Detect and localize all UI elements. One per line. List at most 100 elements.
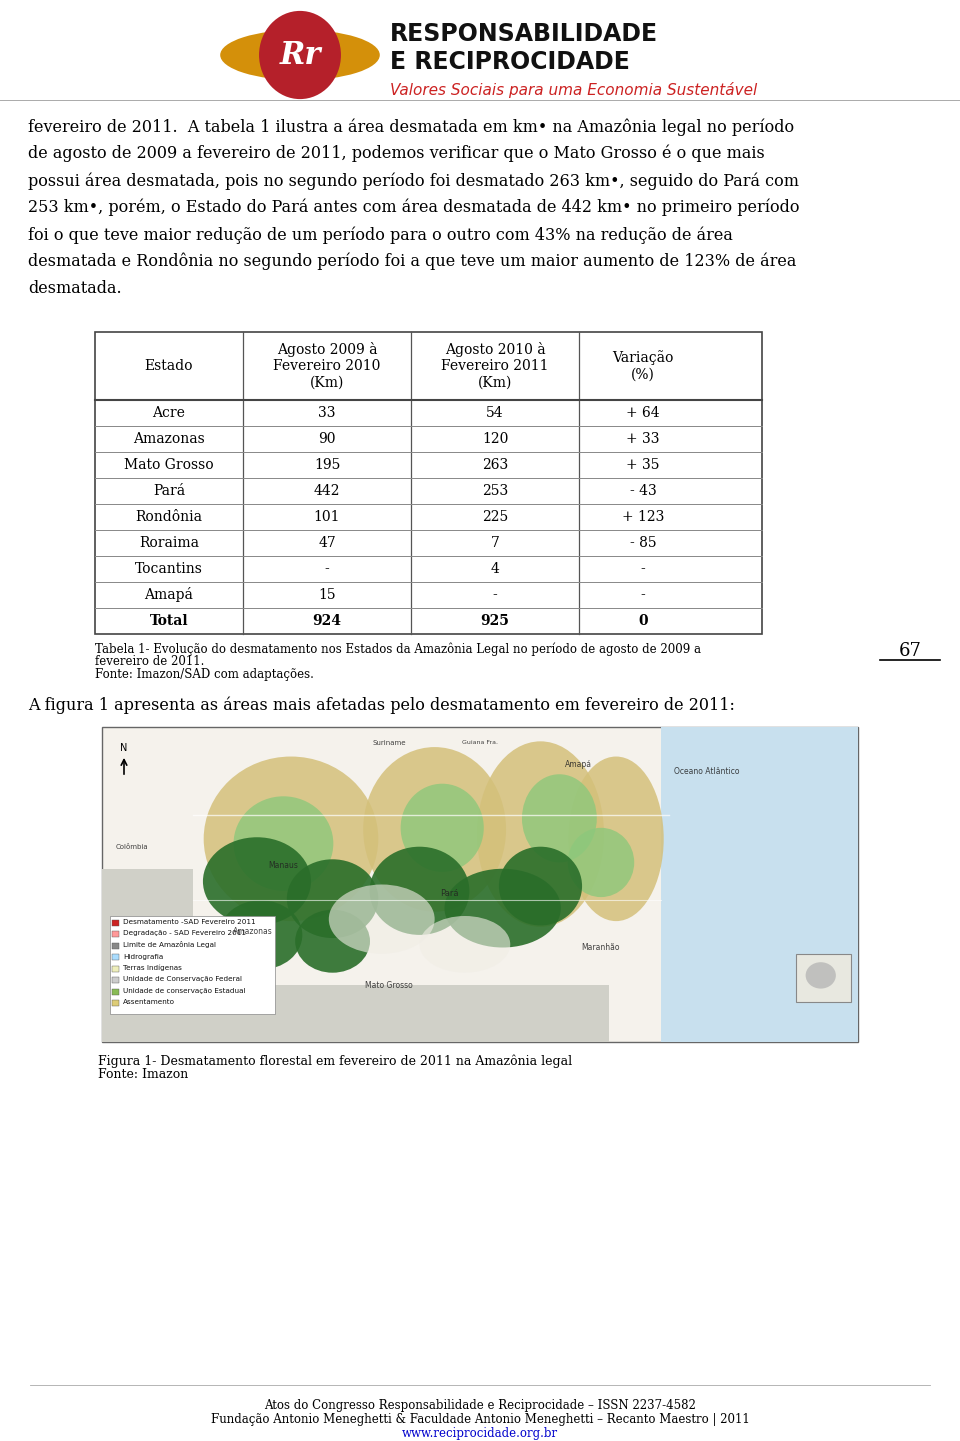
Text: Figura 1- Desmatamento florestal em fevereiro de 2011 na Amazônia legal: Figura 1- Desmatamento florestal em feve… (98, 1053, 572, 1068)
Bar (112, 954, 119, 960)
Text: -: - (640, 562, 645, 576)
Text: Desmatamento -SAD Fevereiro 2011: Desmatamento -SAD Fevereiro 2011 (123, 919, 255, 925)
Bar (102, 728, 858, 1042)
Bar (112, 931, 119, 937)
Text: + 64: + 64 (626, 406, 660, 419)
Text: Atos do Congresso Responsabilidade e Reciprocidade – ISSN 2237-4582: Atos do Congresso Responsabilidade e Rec… (264, 1399, 696, 1412)
Text: Degradação - SAD Fevereiro 2011: Degradação - SAD Fevereiro 2011 (123, 931, 246, 937)
Ellipse shape (370, 847, 469, 935)
Bar (193, 986, 609, 1042)
Text: fevereiro de 2011.  A tabela 1 ilustra a área desmatada em km• na Amazônia legal: fevereiro de 2011. A tabela 1 ilustra a … (28, 118, 794, 135)
Text: foi o que teve maior redução de um período para o outro com 43% na redução de ár: foi o que teve maior redução de um perío… (28, 226, 732, 244)
Ellipse shape (477, 741, 604, 927)
Text: -: - (492, 588, 497, 602)
Text: 101: 101 (314, 510, 340, 525)
Text: + 123: + 123 (622, 510, 664, 525)
Text: Fonte: Imazon: Fonte: Imazon (98, 1068, 188, 1081)
Text: Estado: Estado (145, 359, 193, 373)
Text: Guiana Fra.: Guiana Fra. (462, 741, 498, 745)
Text: Variação
(%): Variação (%) (612, 350, 674, 382)
Ellipse shape (287, 859, 378, 938)
Text: Agosto 2010 à
Fevereiro 2011
(Km): Agosto 2010 à Fevereiro 2011 (Km) (442, 343, 549, 389)
Text: possui área desmatada, pois no segundo período foi desmatado 263 km•, seguido do: possui área desmatada, pois no segundo p… (28, 171, 799, 190)
Text: www.reciprocidade.org.br: www.reciprocidade.org.br (402, 1427, 558, 1440)
Text: E RECIPROCIDADE: E RECIPROCIDADE (390, 50, 630, 73)
Text: 253 km•, porém, o Estado do Pará antes com área desmatada de 442 km• no primeiro: 253 km•, porém, o Estado do Pará antes c… (28, 199, 800, 216)
Bar (112, 965, 119, 971)
Text: Assentamento: Assentamento (123, 1000, 175, 1006)
Ellipse shape (499, 847, 582, 925)
Text: Pará: Pará (441, 889, 459, 898)
Bar (112, 919, 119, 925)
Text: Unidade de conservação Estadual: Unidade de conservação Estadual (123, 989, 246, 994)
Ellipse shape (363, 746, 506, 912)
Text: 4: 4 (491, 562, 499, 576)
Text: Fundação Antonio Meneghetti & Faculdade Antonio Meneghetti – Recanto Maestro | 2: Fundação Antonio Meneghetti & Faculdade … (210, 1414, 750, 1427)
Text: Amapá: Amapá (564, 761, 591, 769)
Text: desmatada.: desmatada. (28, 280, 122, 297)
Text: Acre: Acre (153, 406, 185, 419)
Text: Unidade de Conservação Federal: Unidade de Conservação Federal (123, 977, 242, 983)
Text: Pará: Pará (153, 484, 185, 499)
Ellipse shape (233, 797, 333, 891)
Text: Limite de Amazônia Legal: Limite de Amazônia Legal (123, 941, 216, 948)
Text: 263: 263 (482, 458, 508, 473)
Bar (112, 1000, 119, 1006)
Text: 7: 7 (491, 536, 499, 550)
Text: 67: 67 (899, 643, 922, 660)
Ellipse shape (568, 757, 663, 921)
Text: Fonte: Imazon/SAD com adaptações.: Fonte: Imazon/SAD com adaptações. (95, 669, 314, 682)
Bar (112, 989, 119, 994)
Text: Manaus: Manaus (269, 862, 299, 870)
Text: 0: 0 (638, 614, 648, 628)
Bar (112, 977, 119, 983)
Text: Mato Grosso: Mato Grosso (366, 981, 413, 990)
Text: RESPONSABILIDADE: RESPONSABILIDADE (390, 22, 659, 46)
Text: Colômbia: Colômbia (116, 843, 149, 850)
Text: 90: 90 (319, 432, 336, 447)
Ellipse shape (295, 909, 370, 973)
Ellipse shape (567, 827, 635, 898)
Text: Agosto 2009 à
Fevereiro 2010
(Km): Agosto 2009 à Fevereiro 2010 (Km) (274, 343, 381, 389)
Text: + 33: + 33 (626, 432, 660, 447)
Ellipse shape (204, 757, 378, 921)
Text: N: N (120, 744, 128, 754)
Text: Amazonas: Amazonas (233, 927, 273, 937)
Text: Hidrografia: Hidrografia (123, 954, 163, 960)
Text: 120: 120 (482, 432, 508, 447)
Text: Tocantins: Tocantins (135, 562, 203, 576)
Bar (796, 954, 851, 1001)
Text: 54: 54 (486, 406, 504, 419)
Bar (102, 869, 193, 1042)
Text: - 85: - 85 (630, 536, 657, 550)
Text: Suriname: Suriname (372, 739, 406, 746)
Ellipse shape (420, 916, 511, 973)
Text: Mato Grosso: Mato Grosso (124, 458, 214, 473)
Text: Amapá: Amapá (145, 588, 193, 602)
Text: de agosto de 2009 a fevereiro de 2011, podemos verificar que o Mato Grosso é o q: de agosto de 2009 a fevereiro de 2011, p… (28, 146, 765, 163)
Text: 15: 15 (318, 588, 336, 602)
Bar (95, 331, 762, 634)
Text: Terras Indígenas: Terras Indígenas (123, 965, 181, 971)
Ellipse shape (522, 774, 597, 863)
Text: Maranhão: Maranhão (582, 942, 620, 953)
Text: Rr: Rr (279, 39, 321, 71)
Text: + 35: + 35 (626, 458, 660, 473)
Bar (661, 728, 858, 1042)
Ellipse shape (444, 869, 561, 948)
Ellipse shape (220, 30, 380, 81)
Ellipse shape (400, 784, 484, 872)
Text: desmatada e Rondônia no segundo período foi a que teve um maior aumento de 123% : desmatada e Rondônia no segundo período … (28, 254, 797, 271)
Text: Total: Total (150, 614, 188, 628)
Text: Tabela 1- Evolução do desmatamento nos Estados da Amazônia Legal no período de a: Tabela 1- Evolução do desmatamento nos E… (95, 643, 701, 656)
Text: Roraima: Roraima (139, 536, 199, 550)
Text: 253: 253 (482, 484, 508, 499)
Ellipse shape (328, 885, 435, 954)
Text: Rondônia: Rondônia (135, 510, 203, 525)
Ellipse shape (203, 837, 311, 925)
Text: Amazonas: Amazonas (133, 432, 204, 447)
Ellipse shape (805, 963, 836, 989)
Text: 925: 925 (481, 614, 510, 628)
Text: -: - (640, 588, 645, 602)
Ellipse shape (219, 901, 302, 970)
